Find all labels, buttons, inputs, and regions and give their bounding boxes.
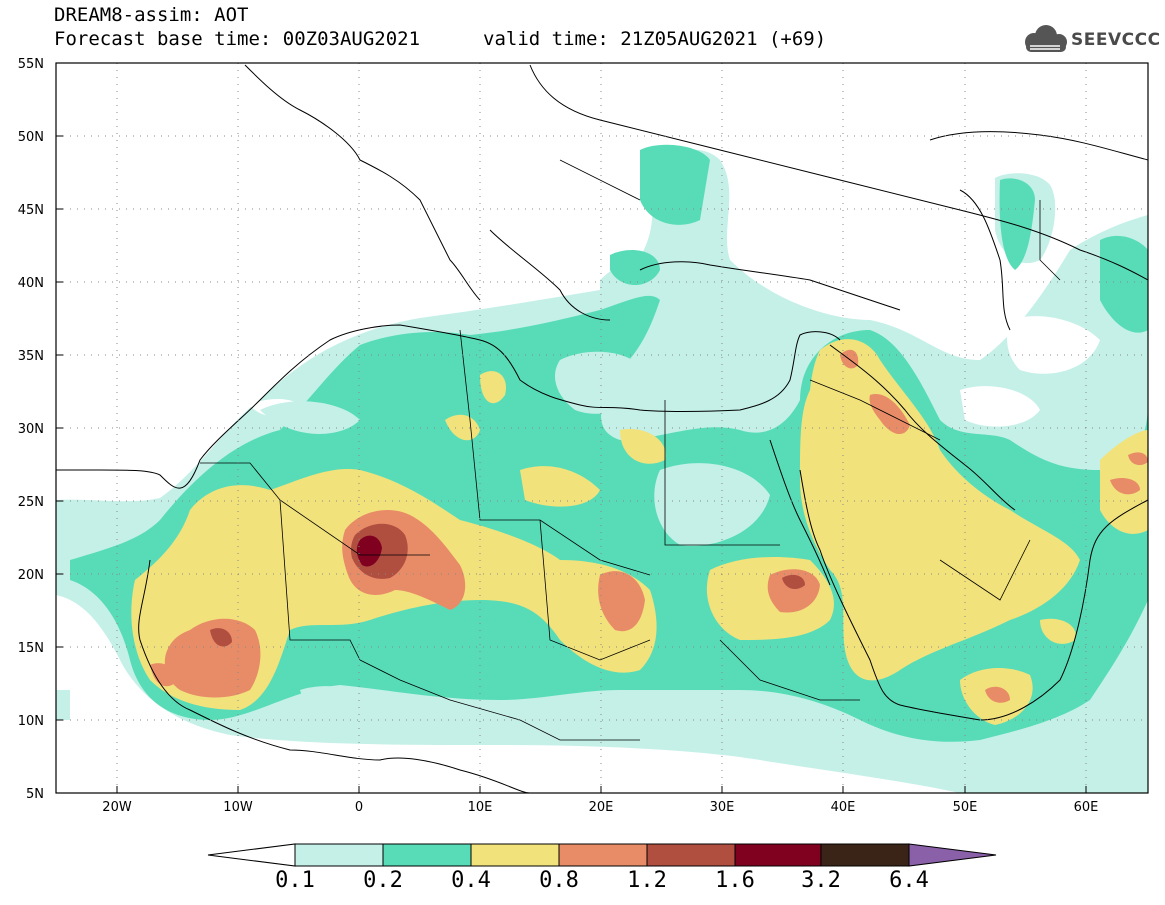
lat-tick-label: 15N [18,641,44,656]
colorbar-label: 3.2 [801,868,841,893]
lat-tick-label: 40N [18,276,44,291]
country-borders [200,159,1061,741]
logo-text: SEEVCCC [1071,30,1161,50]
lon-tick-label: 30E [710,800,735,815]
title-base-time: Forecast base time: 00Z03AUG2021 [54,28,421,50]
colorbar-label: 1.2 [627,868,667,893]
lon-tick-label: 10W [223,800,253,815]
aot-field [56,144,1148,793]
colorbar-label: 0.8 [539,868,579,893]
colorbar-label: 6.4 [889,868,929,893]
lon-tick-label: 60E [1074,800,1099,815]
title-valid-time: valid time: 21Z05AUG2021 (+69) [483,28,827,50]
graticule [56,63,1148,793]
cloud-icon [1025,25,1067,52]
lat-tick-label: 55N [18,57,44,72]
colorbar-swatch [294,843,384,867]
colorbar-over-arrow [908,843,997,867]
colorbar-swatch [558,843,648,867]
lat-tick-label: 20N [18,568,44,583]
lon-tick-label: 50E [953,800,978,815]
aot-level-1.6 [356,535,382,567]
tick-marks [56,135,1087,793]
colorbar [207,843,997,867]
colorbar-swatch [734,843,822,867]
lat-tick-label: 30N [18,422,44,437]
colorbar-swatch [646,843,736,867]
lat-tick-label: 35N [18,349,44,364]
lat-tick-label: 5N [26,787,44,802]
lat-tick-label: 50N [18,130,44,145]
lat-tick-label: 25N [18,495,44,510]
colorbar-label: 1.6 [715,868,755,893]
colorbar-swatch [470,843,560,867]
coastlines [56,64,1148,793]
lon-tick-label: 10E [468,800,493,815]
axis-labels: 20W 10W 0 10E 20E 30E 40E 50E 60E 5N 10N… [18,57,1099,815]
colorbar-under-arrow [207,843,296,867]
lon-tick-label: 0 [355,800,363,815]
lon-tick-label: 40E [831,800,856,815]
title-line-1: DREAM8-assim: AOT [54,4,249,26]
lat-tick-label: 10N [18,714,44,729]
lon-tick-label: 20E [589,800,614,815]
colorbar-swatch [820,843,910,867]
colorbar-label: 0.4 [451,868,491,893]
colorbar-label: 0.2 [363,868,403,893]
lon-tick-label: 20W [102,800,132,815]
colorbar-swatch [382,843,472,867]
colorbar-label: 0.1 [275,868,315,893]
lat-tick-label: 45N [18,203,44,218]
